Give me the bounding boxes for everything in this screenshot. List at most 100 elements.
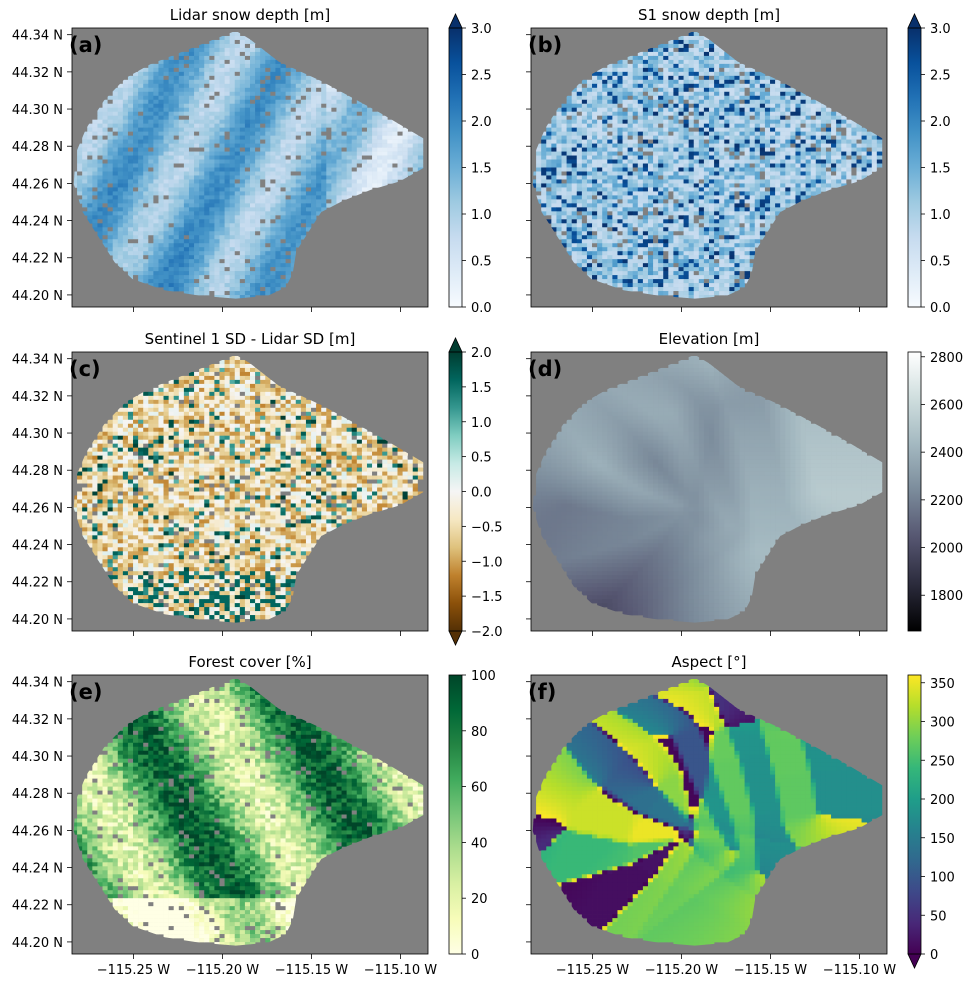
colorbar-tick-label: 1.5 (471, 162, 492, 177)
colorbar-tick-label: 1.0 (471, 416, 492, 431)
y-tick-label: 44.22 N (12, 899, 63, 914)
x-tick-label: −115.15 W (275, 963, 349, 978)
y-tick-label: 44.30 N (12, 103, 63, 118)
colorbar-tick-label: −1.5 (471, 590, 503, 605)
colorbar: 0 20 40 60 80 100 (448, 669, 496, 963)
panel-b: S1 snow depth [m] (b) 0.0 0.5 1.0 1.5 2.0 2.5 3.… (526, 6, 951, 316)
panel-title: Aspect [°] (672, 653, 747, 671)
plot-frame (71, 351, 429, 632)
colorbar-extend-max (907, 13, 922, 29)
plot-frame (71, 674, 429, 955)
y-tick-label: 44.24 N (12, 539, 63, 554)
panel-label: (d) (528, 357, 562, 381)
map-raster (73, 355, 424, 623)
colorbar-tick-label: 2200 (930, 494, 963, 509)
colorbar-tick-label: 2.0 (471, 115, 492, 130)
y-tick-label: 44.32 N (12, 66, 63, 81)
y-tick-label: 44.20 N (12, 936, 63, 951)
colorbar-tick-label: 2.0 (930, 115, 951, 130)
colorbar-tick-label: 0 (471, 948, 479, 963)
colorbar-gradient (908, 28, 921, 307)
x-tick-label: −115.20 W (186, 963, 260, 978)
colorbar-tick-label: −1.0 (471, 555, 503, 570)
y-axis (526, 34, 531, 296)
panel-f: Aspect [°] (f) −115.25 W −115.20 W −115.15 W… (526, 653, 955, 978)
plot-frame (530, 27, 888, 308)
colorbar-tick-label: 3.0 (930, 22, 951, 37)
colorbar-frame (448, 674, 463, 955)
y-tick-label: 44.26 N (12, 177, 63, 192)
y-tick-label: 44.34 N (12, 676, 63, 691)
colorbar-tick-label: 0.5 (471, 255, 492, 270)
y-tick-label: 44.24 N (12, 862, 63, 877)
panel-e: Forest cover [%] (e) 44.34 N 44.32 N 44.30 N… (12, 653, 496, 978)
y-tick-label: 44.34 N (12, 29, 63, 44)
panel-c: Sentinel 1 SD - Lidar SD [m](c)44.34 N44… (12, 330, 503, 646)
colorbar-tick-label: 2.0 (471, 346, 492, 361)
y-tick-label: 44.22 N (12, 576, 63, 591)
map-raster (532, 355, 883, 623)
y-tick-label: 44.30 N (12, 427, 63, 442)
colorbar-tick-label: 50 (930, 909, 947, 924)
colorbar-tick-label: 1.0 (930, 208, 951, 223)
y-tick-label: 44.20 N (12, 289, 63, 304)
colorbar: 0.0 0.5 1.0 1.5 2.0 2.5 3.0 (907, 13, 951, 316)
colorbar-tick-label: 2000 (930, 542, 963, 557)
y-tick-label: 44.28 N (12, 787, 63, 802)
colorbar-tick-label: 0.0 (471, 486, 492, 501)
panel-title: S1 snow depth [m] (638, 6, 780, 24)
colorbar-gradient (908, 352, 921, 631)
colorbar-tick-label: 1.5 (471, 381, 492, 396)
colorbar: −2.0 −1.5 −1.0 −0.5 0.0 0.5 1.0 1.5 2.0 (448, 337, 503, 646)
colorbar-tick-label: 0.0 (471, 301, 492, 316)
y-tick-label: 44.20 N (12, 613, 63, 628)
y-axis: 44.34 N 44.32 N 44.30 N 44.28 N 44.26 N 44.24… (12, 676, 72, 951)
panel-label: (e) (69, 680, 102, 704)
colorbar-tick-label: 60 (471, 781, 488, 796)
panel-title: Elevation [m] (659, 330, 760, 348)
plot-frame (71, 27, 429, 308)
colorbar-tick-label: 100 (930, 871, 955, 886)
colorbar-tick-label: 0.5 (930, 255, 951, 270)
panel-label: (a) (69, 33, 102, 57)
panel-label: (f) (528, 680, 556, 704)
colorbar-tick-label: 1.0 (471, 208, 492, 223)
x-axis: −115.25 W −115.20 W −115.15 W −115.10 W (97, 954, 437, 978)
colorbar-tick-label: 20 (471, 892, 488, 907)
x-axis (133, 307, 401, 312)
y-axis: 44.34 N 44.32 N 44.30 N 44.28 N 44.26 N 44.24… (12, 29, 72, 304)
y-tick-label: 44.32 N (12, 713, 63, 728)
colorbar-tick-label: 2400 (930, 446, 963, 461)
colorbar-tick-label: 250 (930, 754, 955, 769)
panel-title: Lidar snow depth [m] (170, 6, 330, 24)
colorbar-tick-label: 0 (930, 948, 938, 963)
colorbar-tick-label: 2600 (930, 398, 963, 413)
colorbar-extend-max (448, 337, 463, 353)
colorbar-gradient (449, 675, 462, 954)
y-tick-label: 44.32 N (12, 390, 63, 405)
x-axis (133, 631, 401, 636)
x-axis: −115.25 W −115.20 W −115.15 W −115.10 W (556, 954, 896, 978)
colorbar-tick-label: 100 (471, 669, 496, 684)
x-tick-label: −115.25 W (97, 963, 171, 978)
colorbar-tick-label: 3.0 (471, 22, 492, 37)
colorbar-tick-label: 300 (930, 716, 955, 731)
colorbar-extend-min (448, 630, 463, 646)
colorbar-tick-label: 0.5 (471, 451, 492, 466)
colorbar-tick-label: 40 (471, 836, 488, 851)
panel-title: Forest cover [%] (188, 653, 311, 671)
plot-frame (530, 351, 888, 632)
colorbar-tick-label: 1.5 (930, 162, 951, 177)
y-tick-label: 44.26 N (12, 824, 63, 839)
x-axis (592, 631, 860, 636)
y-axis: 44.34 N 44.32 N 44.30 N 44.28 N 44.26 N 44.24… (12, 353, 72, 628)
panel-d: Elevation [m] (d) 1800 2000 2200 2400 2600 2800 (526, 330, 963, 636)
colorbar: 1800 2000 2200 2400 2600 2800 (907, 351, 963, 632)
x-tick-label: −115.20 W (645, 963, 719, 978)
colorbar-tick-label: 2.5 (930, 69, 951, 84)
y-tick-label: 44.30 N (12, 750, 63, 765)
y-tick-label: 44.28 N (12, 140, 63, 155)
colorbar-gradient (449, 28, 462, 307)
colorbar-tick-label: 150 (930, 832, 955, 847)
colorbar-gradient (449, 352, 462, 631)
